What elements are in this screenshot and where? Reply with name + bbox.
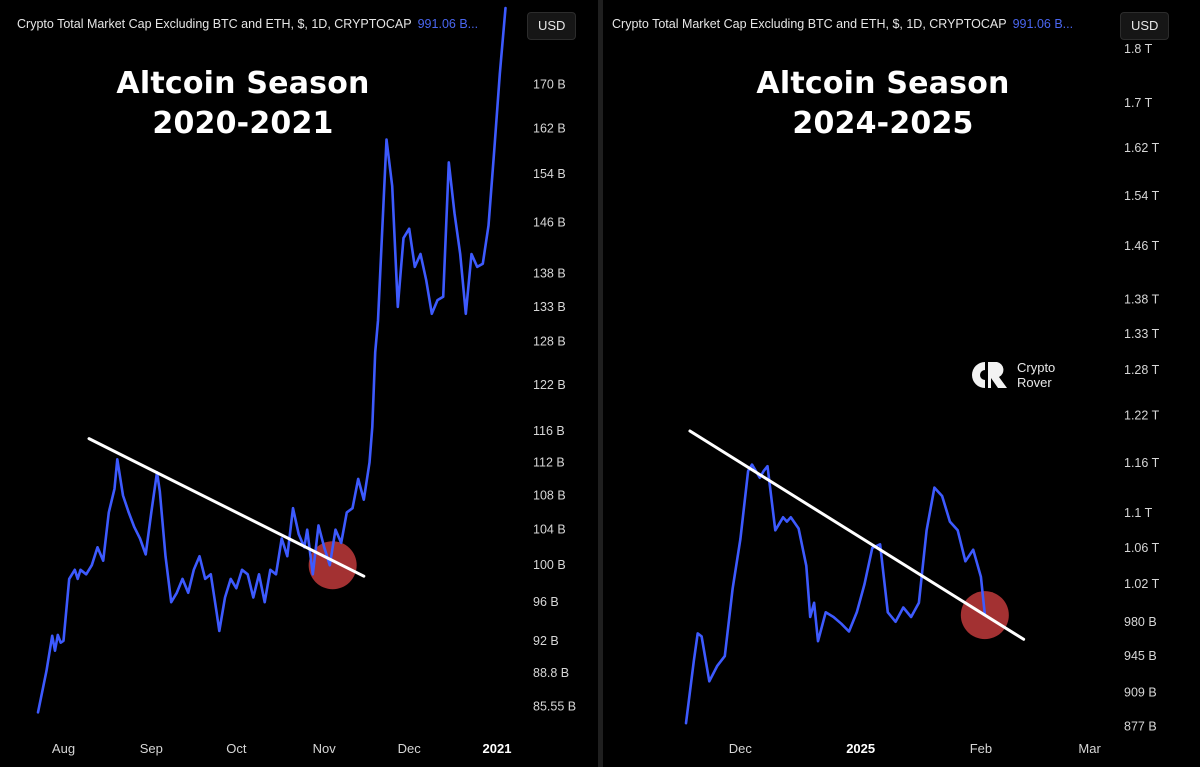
header-text: Crypto Total Market Cap Excluding BTC an…	[17, 17, 412, 31]
currency-button[interactable]: USD	[1120, 12, 1170, 40]
y-tick-label: 1.62 T	[1124, 141, 1160, 155]
y-tick-label: 1.38 T	[1124, 292, 1160, 306]
x-tick-label: Nov	[313, 741, 337, 756]
logo-line-1: Crypto	[1017, 360, 1056, 375]
y-tick-label: 1.22 T	[1124, 408, 1160, 422]
y-tick-label: 980 B	[1124, 615, 1157, 629]
title-line-1: Altcoin Season	[756, 66, 1010, 101]
header-value: 991.06 B...	[1012, 17, 1074, 31]
y-tick-label: 1.1 T	[1124, 506, 1153, 520]
currency-button[interactable]: USD	[527, 12, 577, 40]
x-tick-label: Sep	[140, 741, 163, 756]
series-line	[36, 6, 507, 714]
y-tick-label: 116 B	[533, 424, 565, 438]
y-tick-label: 108 B	[533, 489, 566, 503]
x-tick-label: 2025	[846, 741, 875, 756]
y-tick-label: 1.8 T	[1124, 42, 1153, 56]
y-tick-label: 1.28 T	[1124, 363, 1160, 377]
logo-line-2: Rover	[1017, 375, 1052, 390]
y-tick-label: 877 B	[1124, 719, 1157, 733]
x-tick-label: Feb	[970, 741, 992, 756]
chart-left: 170 B 162 B 154 B 146 B 138 B 133 B 128 B 122 B…	[36, 6, 576, 756]
x-tick-label: Dec	[729, 741, 753, 756]
chart-title: Altcoin Season 2024-2025	[733, 64, 1033, 144]
title-line-2: 2024-2025	[792, 106, 974, 141]
chart-header: Crypto Total Market Cap Excluding BTC an…	[612, 17, 1073, 31]
trendline	[87, 437, 366, 578]
header-value: 991.06 B...	[417, 17, 479, 31]
x-tick-label: Dec	[398, 741, 422, 756]
y-tick-label: 133 B	[533, 300, 566, 314]
x-tick-label: 2021	[483, 741, 512, 756]
right-chart-panel: Crypto Total Market Cap Excluding BTC an…	[603, 0, 1200, 767]
chart-right: 1.8 T 1.7 T 1.62 T 1.54 T 1.46 T 1.38 T 1.33 T…	[684, 42, 1160, 756]
y-tick-label: 1.54 T	[1124, 189, 1160, 203]
x-tick-label: Oct	[226, 741, 247, 756]
crypto-rover-logo: Crypto Rover	[967, 358, 1055, 392]
y-tick-label: 96 B	[533, 595, 559, 609]
y-tick-label: 88.8 B	[533, 666, 569, 680]
x-tick-label: Mar	[1078, 741, 1101, 756]
panel-divider	[598, 0, 603, 767]
y-tick-label: 1.06 T	[1124, 541, 1160, 555]
y-tick-label: 154 B	[533, 167, 566, 181]
y-tick-label: 138 B	[533, 266, 566, 280]
y-tick-label: 909 B	[1124, 686, 1157, 700]
chart-title: Altcoin Season 2020-2021	[93, 64, 393, 144]
left-chart-panel: Crypto Total Market Cap Excluding BTC an…	[0, 0, 598, 767]
y-tick-label: 128 B	[533, 335, 566, 349]
x-tick-label: Aug	[52, 741, 75, 756]
title-line-1: Altcoin Season	[116, 66, 370, 101]
series-line	[684, 463, 987, 725]
y-tick-label: 104 B	[533, 523, 566, 537]
y-tick-label: 1.46 T	[1124, 239, 1160, 253]
y-tick-label: 112 B	[533, 456, 565, 470]
y-tick-label: 945 B	[1124, 649, 1157, 663]
y-tick-label: 92 B	[533, 634, 559, 648]
y-tick-label: 1.7 T	[1124, 96, 1153, 110]
y-tick-label: 1.33 T	[1124, 327, 1160, 341]
header-text: Crypto Total Market Cap Excluding BTC an…	[612, 17, 1007, 31]
y-tick-label: 122 B	[533, 378, 566, 392]
title-line-2: 2020-2021	[152, 106, 334, 141]
y-tick-label: 146 B	[533, 215, 566, 229]
y-tick-label: 100 B	[533, 558, 566, 572]
crypto-rover-logo-icon	[972, 362, 1007, 388]
chart-header: Crypto Total Market Cap Excluding BTC an…	[17, 17, 478, 31]
y-tick-label: 170 B	[533, 78, 566, 92]
y-tick-label: 85.55 B	[533, 700, 576, 714]
y-tick-label: 162 B	[533, 121, 566, 135]
y-tick-label: 1.16 T	[1124, 456, 1160, 470]
trendline	[688, 429, 1026, 641]
y-tick-label: 1.02 T	[1124, 577, 1160, 591]
